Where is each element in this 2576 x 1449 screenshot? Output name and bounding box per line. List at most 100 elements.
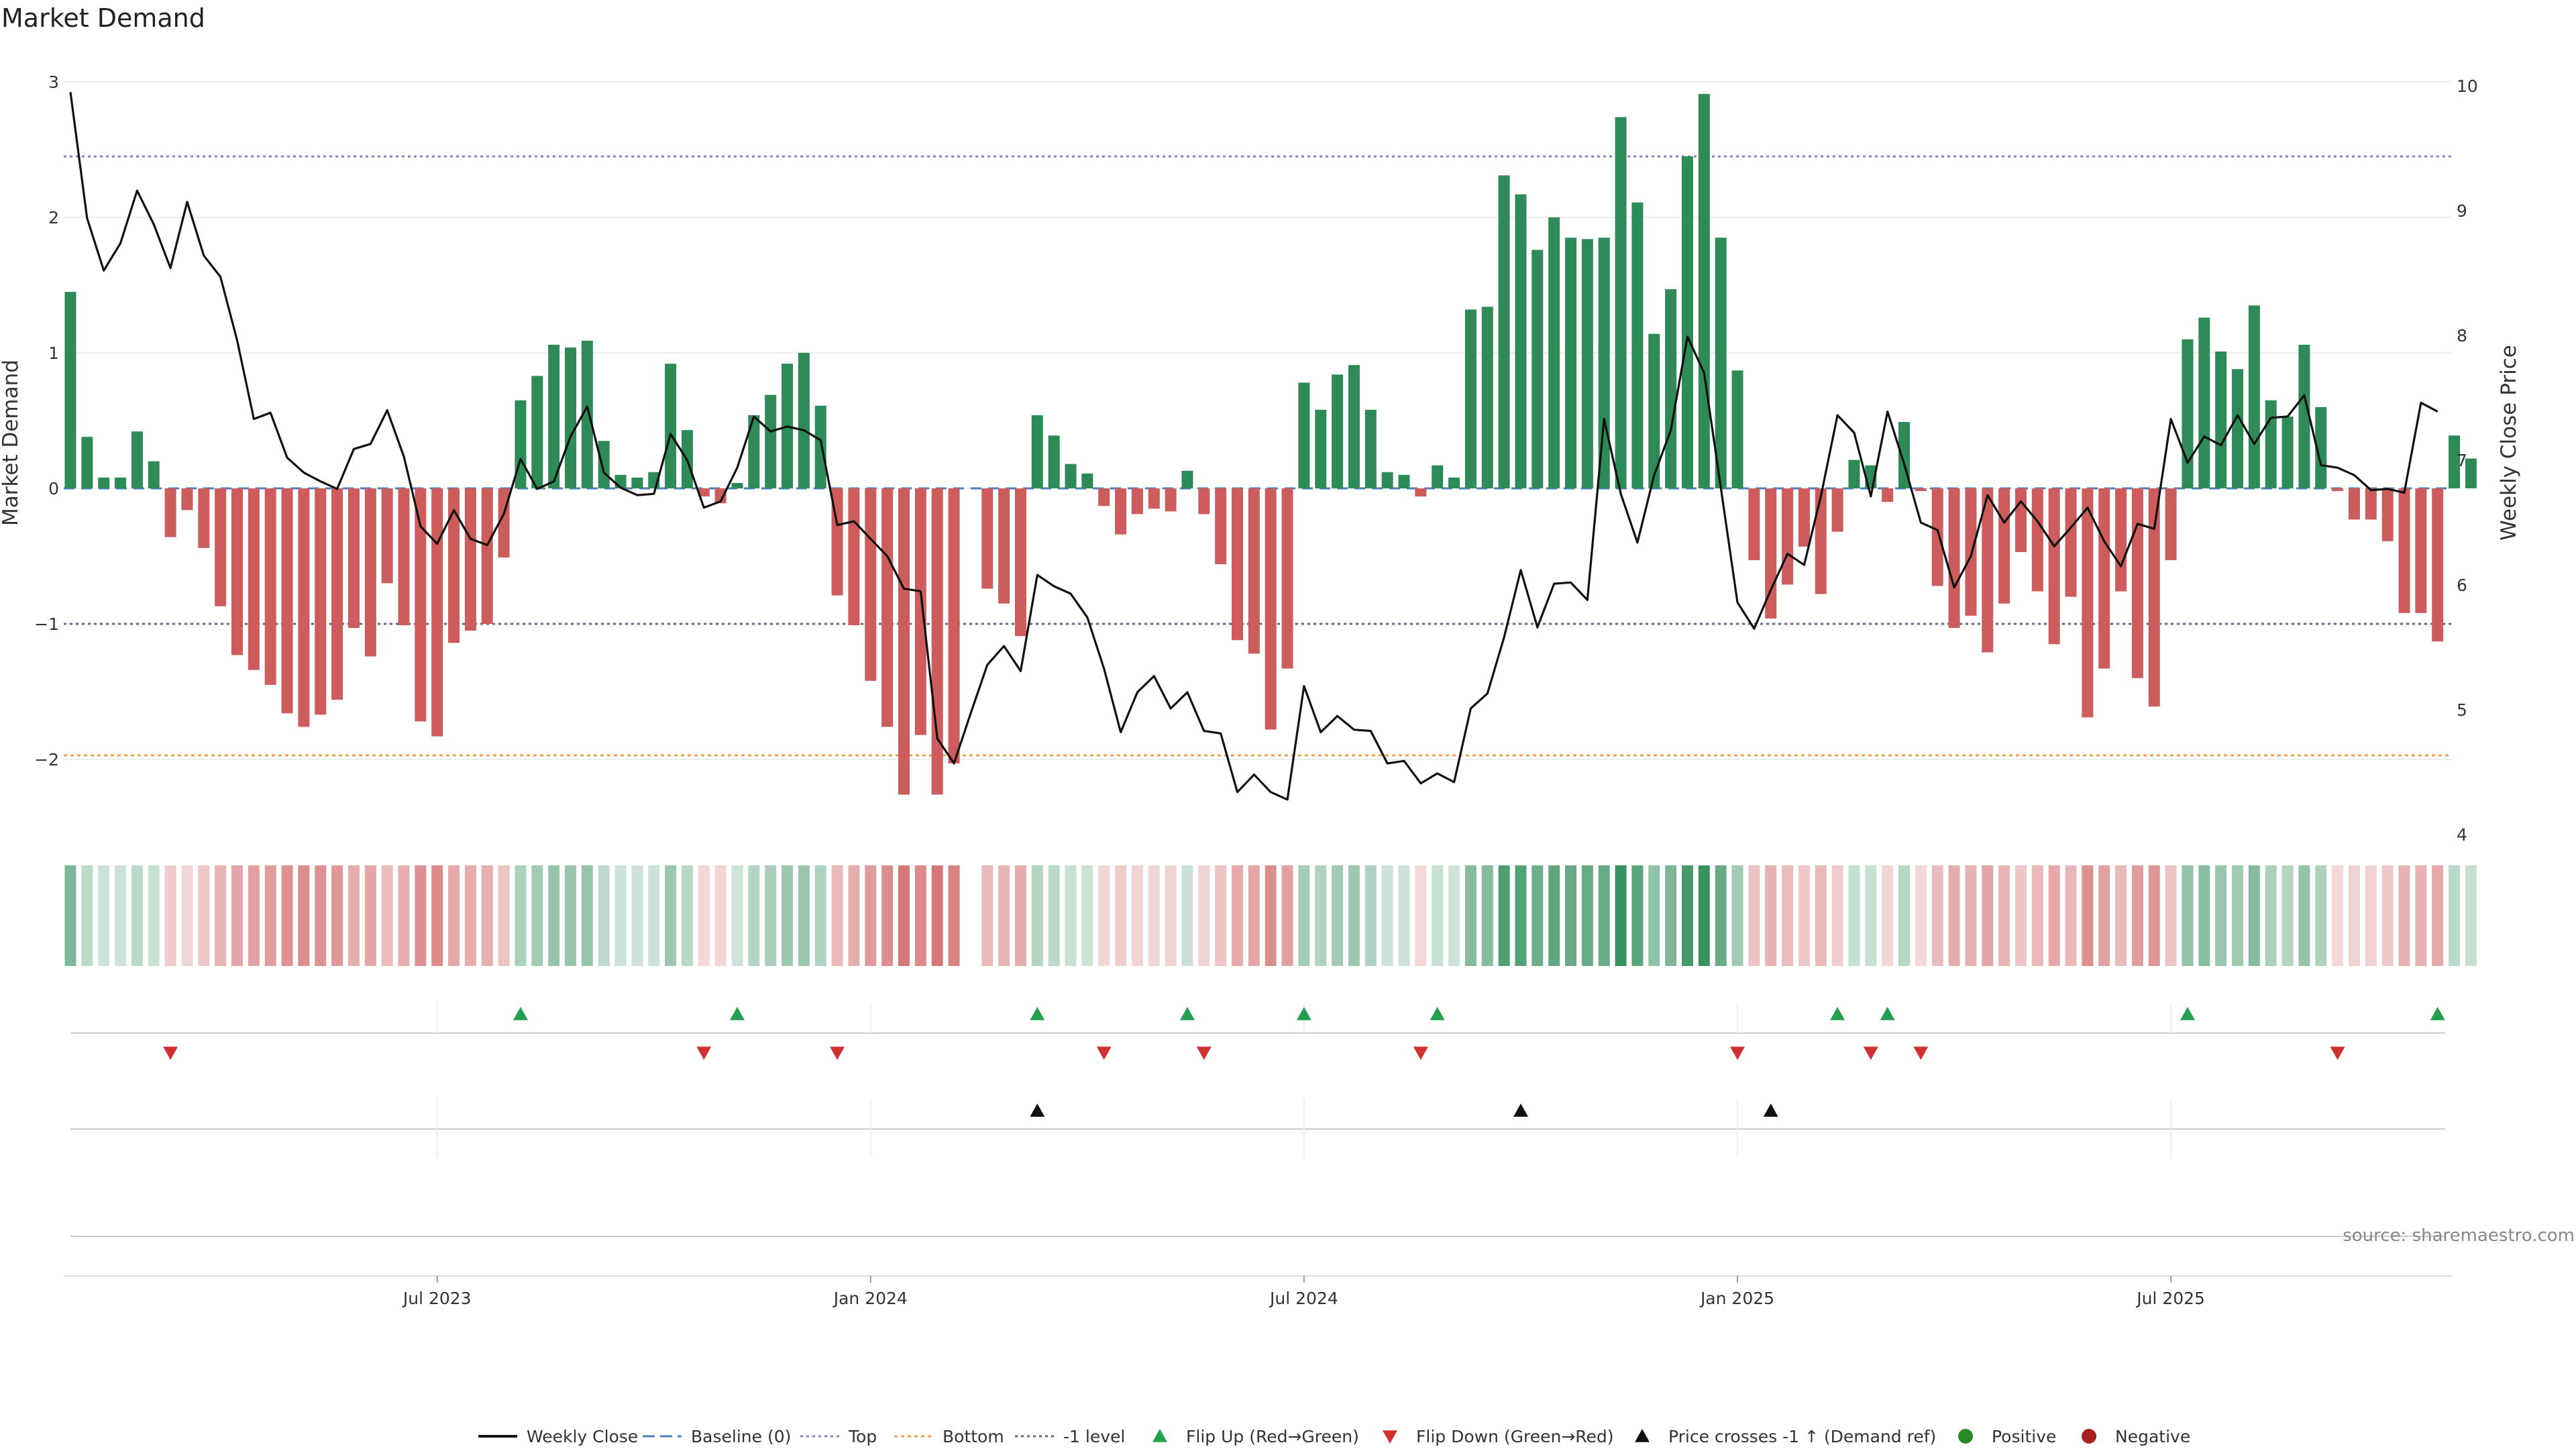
heatmap-cell	[2432, 865, 2444, 966]
demand-bar	[281, 488, 293, 714]
heatmap-cell	[431, 865, 443, 966]
flip-down-marker	[2330, 1046, 2345, 1060]
demand-bar	[714, 488, 727, 504]
demand-bar	[2449, 435, 2461, 488]
demand-bar	[914, 488, 926, 735]
heatmap-cell	[2131, 865, 2143, 966]
heatmap-cell	[1598, 865, 1610, 966]
heatmap-cell	[1948, 865, 1960, 966]
heatmap-cell	[415, 865, 427, 966]
heatmap-cell	[765, 865, 777, 966]
heatmap-cell	[1415, 865, 1427, 966]
heatmap-cell	[865, 865, 877, 966]
heatmap-cell	[931, 865, 943, 966]
demand-bar	[1031, 415, 1043, 488]
heatmap-cell	[115, 865, 127, 966]
flip-down-marker	[696, 1046, 712, 1060]
y2-tick-label: 6	[2457, 576, 2467, 595]
demand-bar	[1815, 488, 1827, 594]
heatmap-cell	[1081, 865, 1093, 966]
demand-bar	[1131, 488, 1143, 515]
flip-up-marker	[1296, 1007, 1311, 1020]
heatmap-cell	[1898, 865, 1910, 966]
heatmap-cell	[1131, 865, 1143, 966]
demand-bar	[1798, 488, 1810, 547]
heatmap-cell	[1798, 865, 1810, 966]
legend-label: Flip Up (Red→Green)	[1186, 1427, 1359, 1446]
demand-bar	[2215, 351, 2227, 488]
heatmap-cell	[2065, 865, 2077, 966]
demand-bar	[1432, 465, 1444, 488]
demand-bar	[2115, 488, 2127, 592]
demand-bar	[2348, 488, 2360, 520]
heatmap-cell	[1665, 865, 1677, 966]
heatmap-cell	[2098, 865, 2110, 966]
heatmap-cell	[2031, 865, 2043, 966]
y2-axis-label: Weekly Close Price	[2497, 345, 2521, 541]
price-cross-marker	[1030, 1104, 1045, 1117]
heatmap-cell	[798, 865, 810, 966]
demand-bar	[2148, 488, 2160, 707]
heatmap-cell	[1332, 865, 1344, 966]
y-tick-label: 0	[48, 479, 59, 498]
demand-bar	[1965, 488, 1977, 616]
heatmap-cell	[464, 865, 476, 966]
heatmap-cell	[1998, 865, 2010, 966]
heatmap-cell	[2248, 865, 2260, 966]
y2-tick-label: 10	[2457, 76, 2478, 96]
demand-bar	[1631, 202, 1644, 488]
y-tick-label: 2	[48, 208, 59, 227]
heatmap-cell	[1315, 865, 1327, 966]
heatmap-cell	[1581, 865, 1593, 966]
heatmap-cell	[1681, 865, 1693, 966]
demand-bar	[2315, 407, 2327, 488]
demand-bar	[2432, 488, 2444, 642]
demand-bar	[1448, 477, 1460, 488]
demand-bar	[1098, 488, 1110, 506]
flip-down-marker	[1863, 1046, 1878, 1060]
demand-bar	[1148, 488, 1160, 509]
heatmap-cell	[1815, 865, 1827, 966]
heatmap-cell	[831, 865, 843, 966]
demand-bar	[565, 347, 576, 488]
demand-bar	[1581, 239, 1593, 488]
heatmap-cell	[2315, 865, 2327, 966]
heatmap-cell	[1232, 865, 1243, 966]
heatmap-cell	[2115, 865, 2127, 966]
demand-bar	[665, 364, 677, 488]
heatmap-cell	[264, 865, 276, 966]
heatmap-cell	[2381, 865, 2394, 966]
flip-down-marker	[830, 1046, 845, 1060]
heatmap-cell	[298, 865, 310, 966]
y2-tick-label: 7	[2457, 451, 2467, 470]
heatmap-cell	[2348, 865, 2360, 966]
legend-swatch	[2082, 1429, 2096, 1444]
demand-bar	[1215, 488, 1227, 565]
heatmap-cell	[331, 865, 343, 966]
demand-bar	[1381, 472, 1393, 488]
demand-bar	[1232, 488, 1243, 641]
demand-bar	[2365, 488, 2377, 520]
flip-down-marker	[1096, 1046, 1112, 1060]
demand-bar	[998, 488, 1010, 604]
demand-bar	[948, 488, 960, 764]
demand-bar	[131, 431, 143, 488]
demand-bar	[1165, 488, 1177, 512]
demand-bar	[347, 488, 360, 629]
demand-bar	[798, 353, 810, 488]
heatmap-cell	[231, 865, 243, 966]
flip-down-marker	[1196, 1046, 1212, 1060]
heatmap-cell	[981, 865, 994, 966]
demand-bar	[248, 488, 260, 670]
heatmap-cell	[748, 865, 760, 966]
demand-heatmap-strip	[64, 865, 2477, 966]
heatmap-cell	[631, 865, 643, 966]
heatmap-cell	[1398, 865, 1410, 966]
heatmap-cell	[1381, 865, 1393, 966]
demand-bar	[2198, 317, 2210, 488]
demand-bar	[315, 488, 327, 715]
heatmap-cell	[1715, 865, 1727, 966]
heatmap-cell	[2082, 865, 2094, 966]
heatmap-cell	[531, 865, 543, 966]
